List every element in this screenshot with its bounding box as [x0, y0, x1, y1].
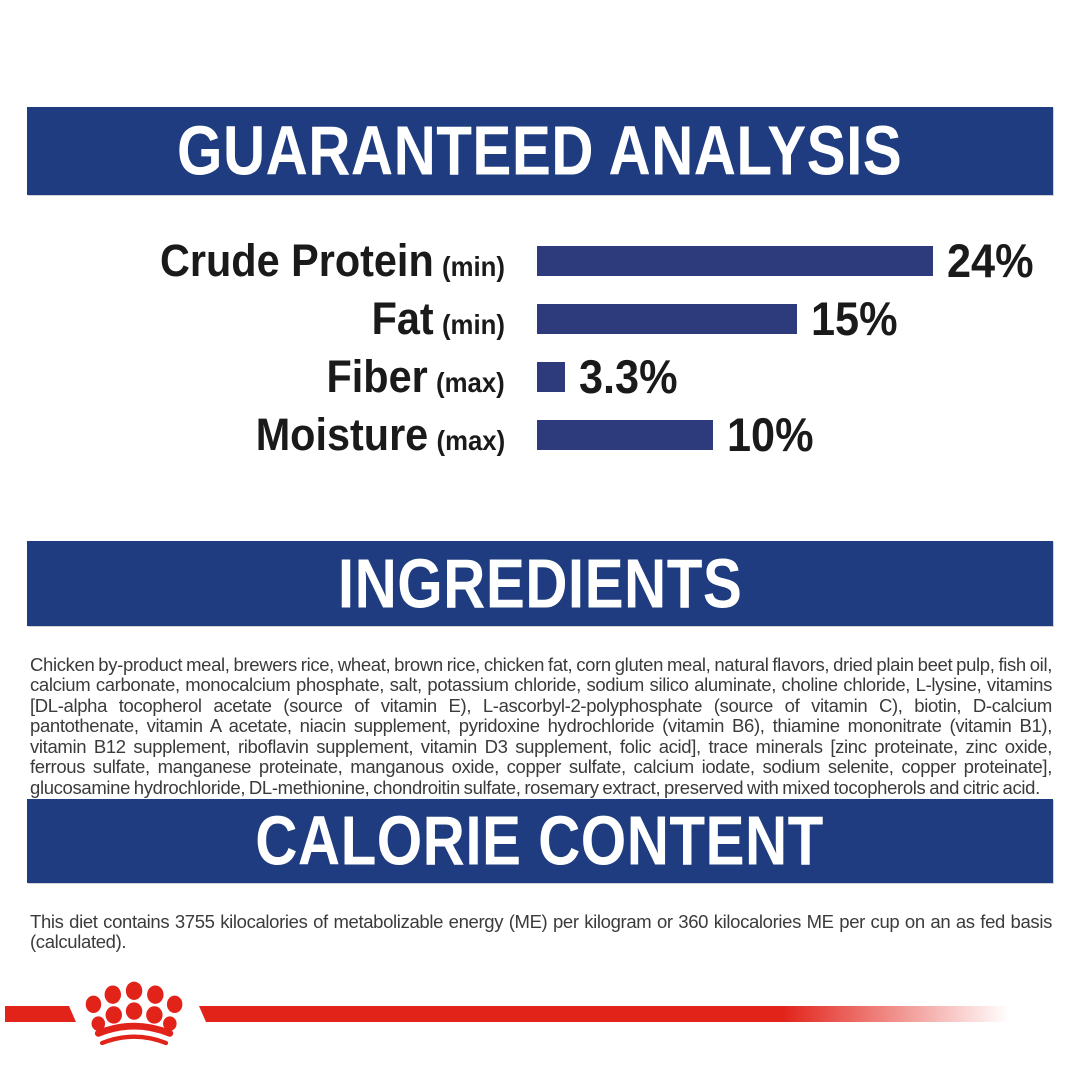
calorie-content-banner: CALORIE CONTENT — [27, 799, 1053, 883]
calorie-content-title: CALORIE CONTENT — [255, 801, 825, 881]
nutrient-name: Fiber — [326, 351, 428, 402]
ingredients-title: INGREDIENTS — [337, 544, 743, 623]
ingredients-banner: INGREDIENTS — [27, 541, 1053, 626]
ingredients-paragraph: Chicken by-product meal, brewers rice, w… — [30, 653, 1052, 799]
nutrient-bar — [537, 362, 565, 392]
nutrient-qualifier: (max) — [436, 425, 505, 456]
nutrient-bar — [537, 420, 713, 450]
calorie-content-paragraph: This diet contains 3755 kilocalories of … — [30, 910, 1052, 953]
nutrient-label: Moisture (max) — [255, 412, 505, 461]
nutrient-value: 10% — [727, 408, 814, 461]
nutrient-value: 3.3% — [579, 350, 678, 403]
nutrient-label: Crude Protein (min) — [160, 238, 505, 287]
guaranteed-analysis-banner: GUARANTEED ANALYSIS — [27, 107, 1053, 195]
crown-arcs — [94, 1022, 174, 1046]
nutrient-name: Fat — [371, 293, 434, 344]
nutrient-value: 24% — [947, 234, 1034, 287]
crown-dots — [85, 981, 183, 1031]
royal-canin-crown-logo — [85, 981, 183, 1046]
nutrient-label: Fiber (max) — [327, 354, 505, 403]
analysis-row: Fat (min) 15% — [0, 292, 1080, 345]
nutrient-value: 15% — [811, 292, 898, 345]
nutrient-label: Fat (min) — [372, 296, 505, 345]
analysis-row: Moisture (max) 10% — [0, 408, 1080, 461]
nutrient-bar — [537, 304, 797, 334]
nutrient-bar — [537, 246, 933, 276]
guaranteed-analysis-chart: Crude Protein (min) 24% Fat (min) 15% Fibe… — [0, 234, 1080, 461]
analysis-row: Fiber (max) 3.3% — [0, 350, 1080, 403]
brand-stripe-left — [5, 1006, 76, 1022]
brand-stripe-right — [199, 1006, 1009, 1022]
nutrient-qualifier: (max) — [436, 367, 505, 398]
guaranteed-analysis-title: GUARANTEED ANALYSIS — [177, 111, 903, 191]
nutrient-name: Crude Protein — [160, 235, 434, 286]
nutrient-qualifier: (min) — [442, 309, 505, 340]
nutrient-qualifier: (min) — [442, 251, 505, 282]
analysis-row: Crude Protein (min) 24% — [0, 234, 1080, 287]
nutrient-name: Moisture — [255, 409, 428, 460]
